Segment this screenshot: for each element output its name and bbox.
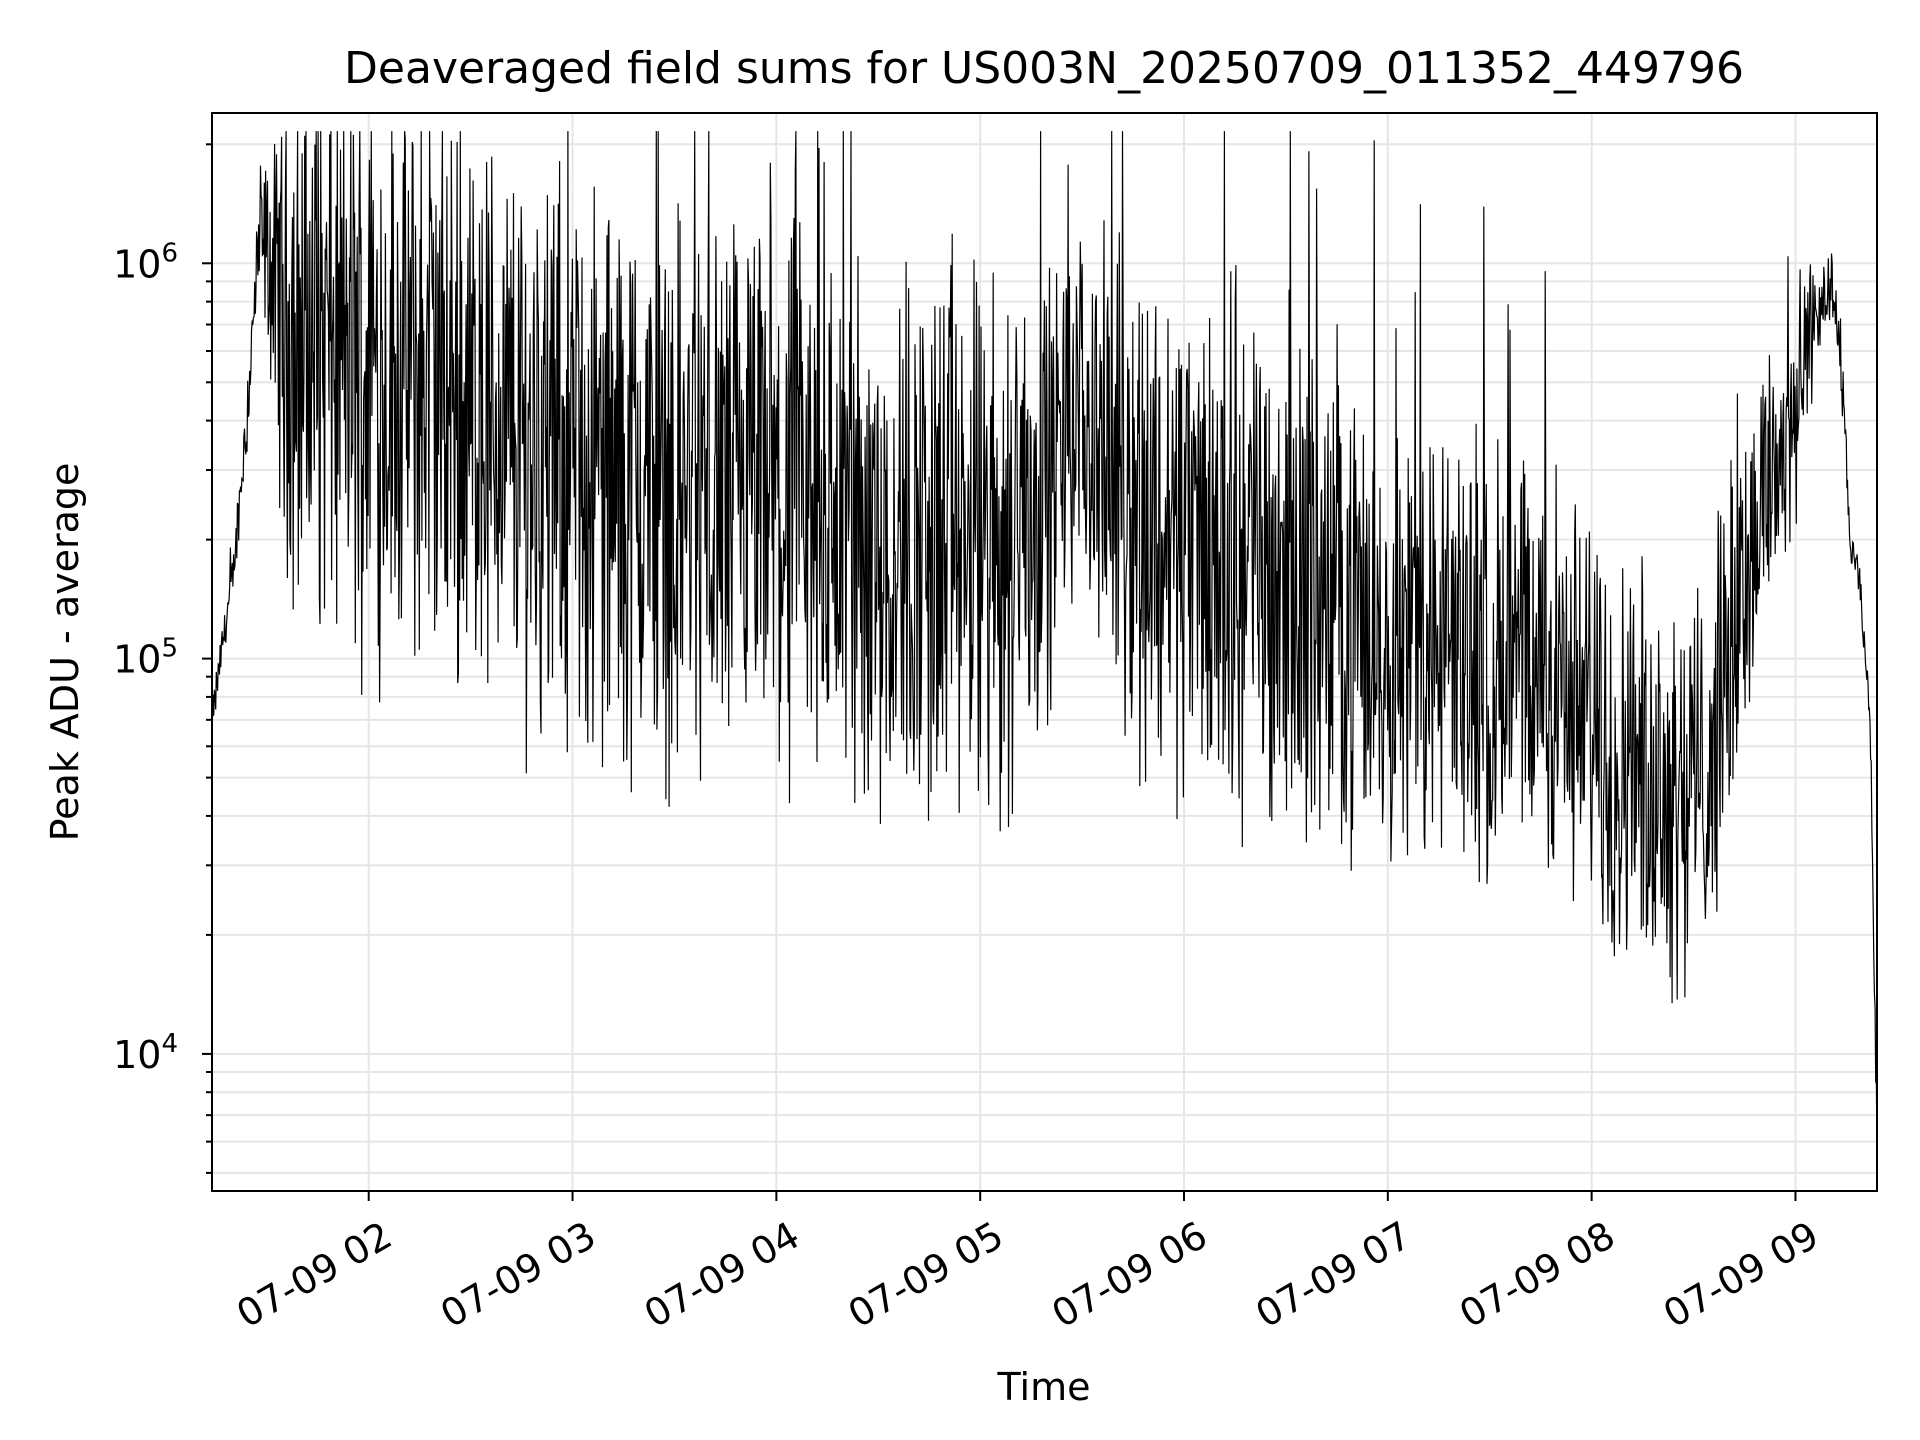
x-axis-label: Time [997, 1365, 1091, 1409]
data-line [211, 131, 1878, 1162]
plot-frame [211, 112, 1878, 1192]
y-tick-label: 104 [113, 1029, 178, 1077]
y-axis-label: Peak ADU - average [43, 463, 87, 842]
y-tick-label: 106 [113, 238, 178, 286]
series-line [211, 131, 1878, 1162]
chart-title: Deaveraged field sums for US003N_2025070… [344, 43, 1744, 94]
y-tick-label: 105 [113, 634, 178, 682]
